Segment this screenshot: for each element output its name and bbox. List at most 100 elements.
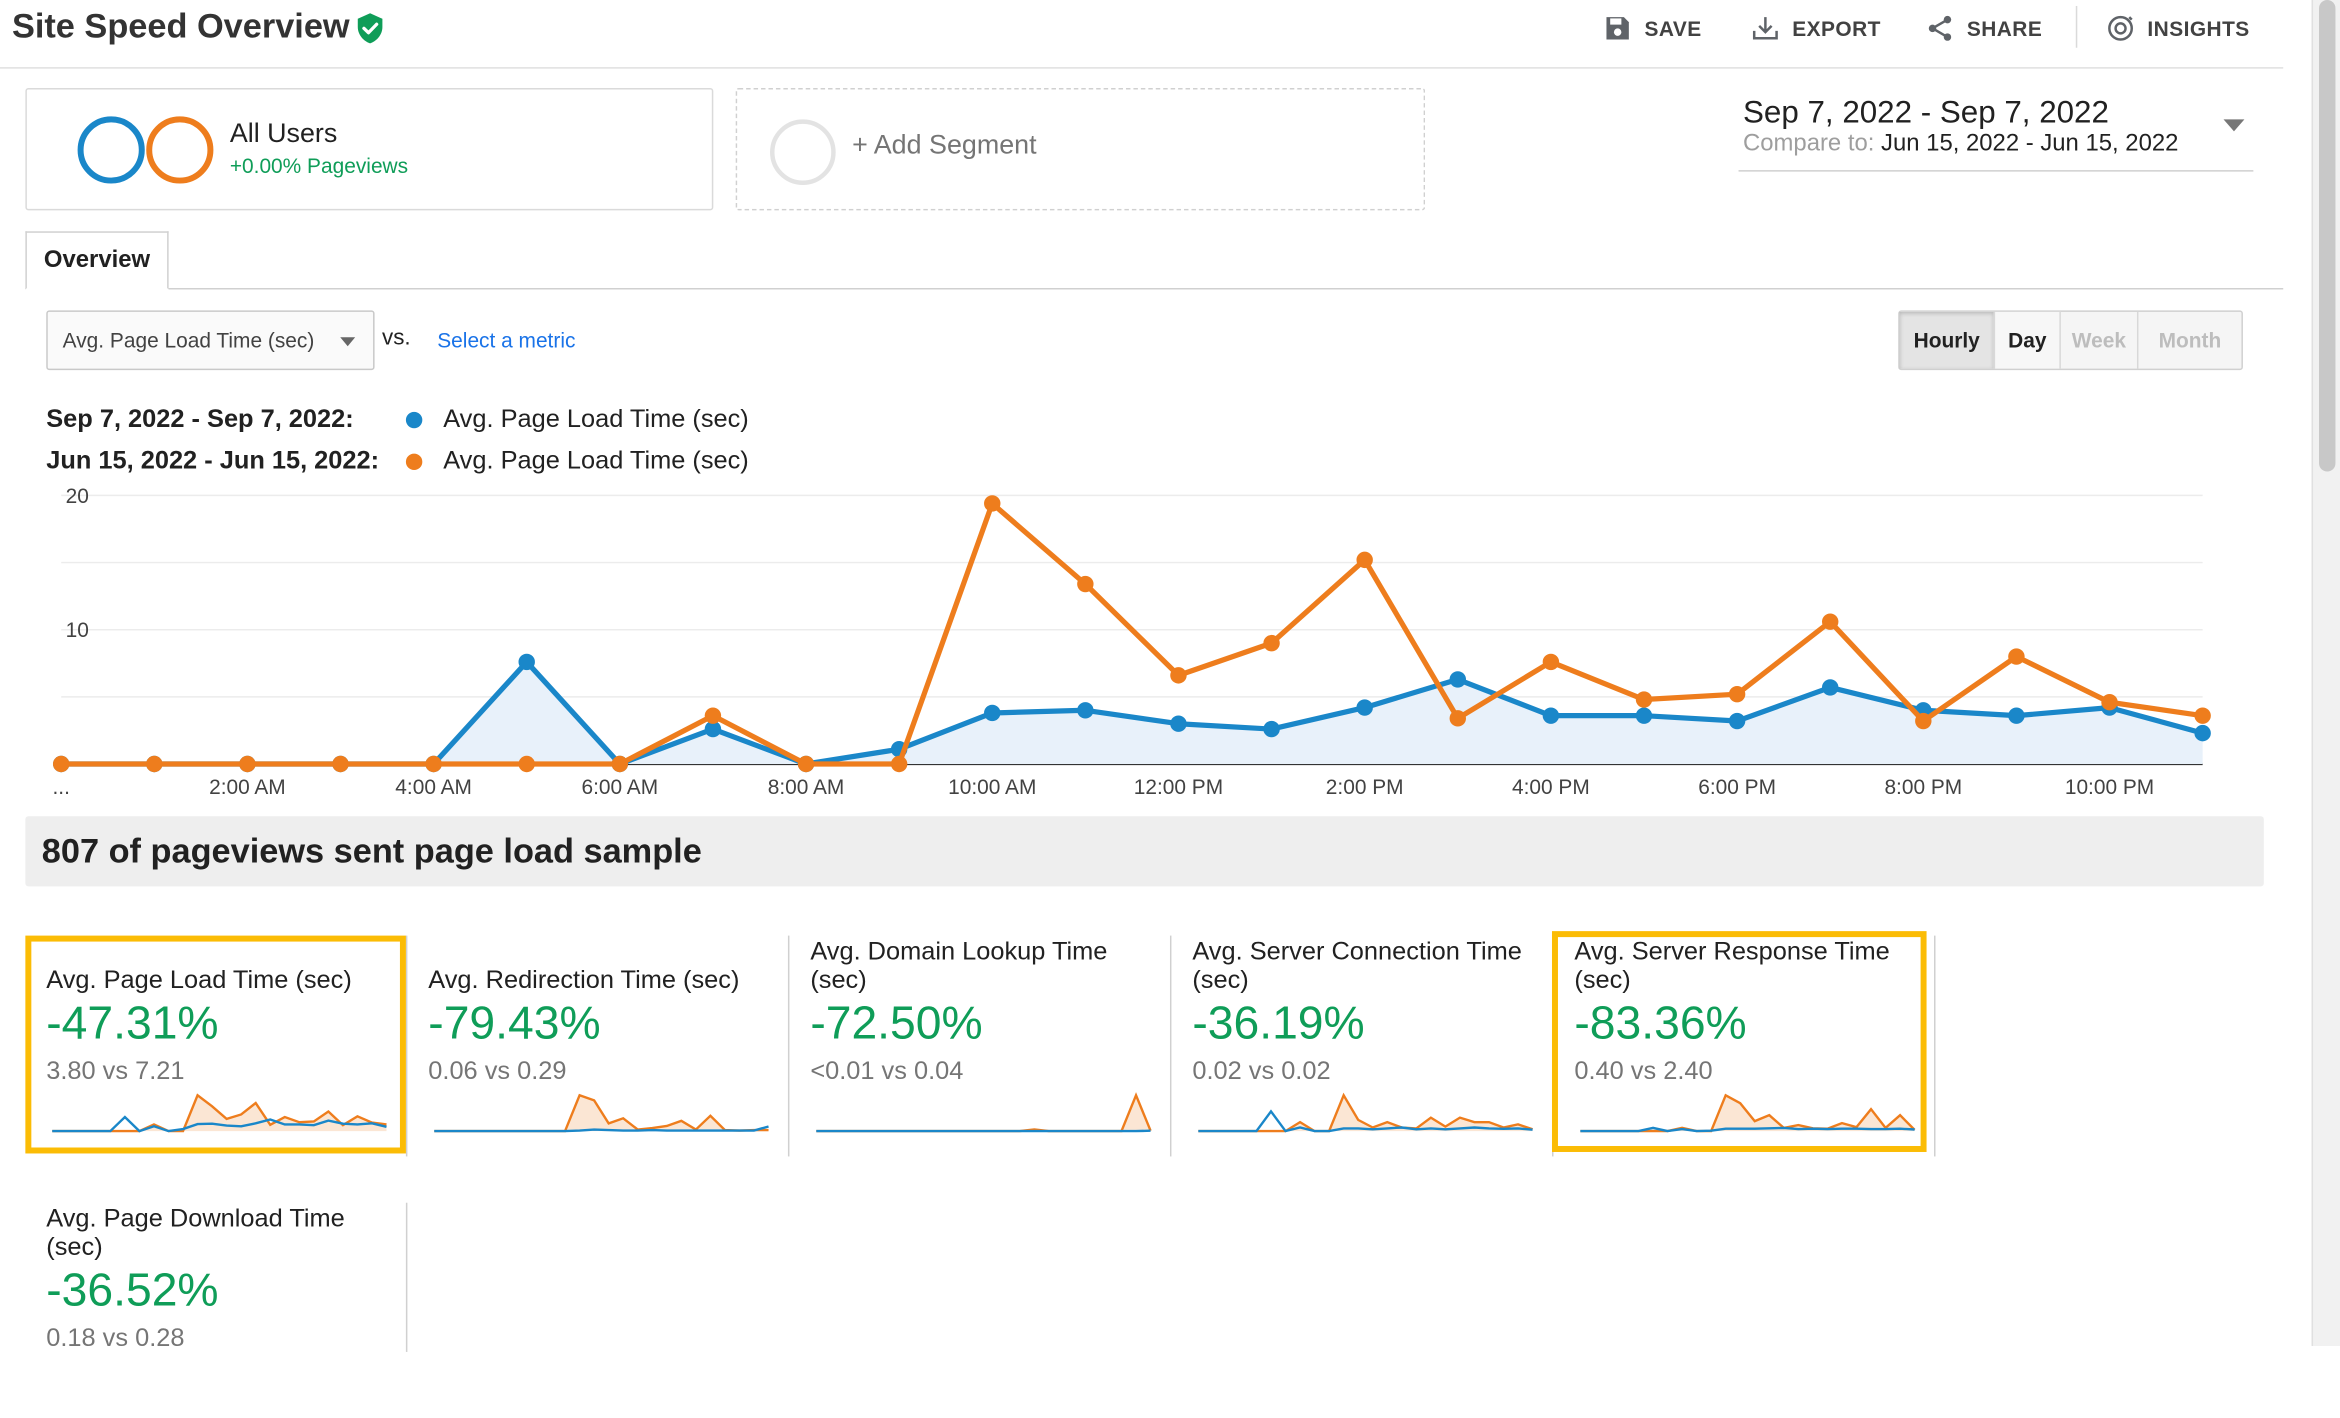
compare-data-point[interactable] xyxy=(612,756,628,772)
tile-percent-change: -79.43% xyxy=(428,997,600,1051)
date-range-picker[interactable]: Sep 7, 2022 - Sep 7, 2022 Compare to: Ju… xyxy=(1739,93,2254,172)
tile-divider xyxy=(1934,936,1935,1157)
y-tick-label: 10 xyxy=(66,619,89,642)
chevron-down-icon xyxy=(2224,119,2245,131)
tile-title: Avg. Page Download Time (sec) xyxy=(46,1204,397,1261)
insights-button[interactable]: INSIGHTS xyxy=(2106,9,2250,48)
granularity-week[interactable]: Week xyxy=(2061,312,2139,369)
granularity-month[interactable]: Month xyxy=(2138,312,2241,369)
empty-segment-circle-icon xyxy=(770,119,836,185)
segment-orange-circle-icon xyxy=(146,116,213,183)
current-data-point[interactable] xyxy=(1356,699,1372,715)
granularity-day[interactable]: Day xyxy=(1995,312,2061,369)
tile-sparkline xyxy=(813,1091,1153,1136)
export-button[interactable]: EXPORT xyxy=(1750,9,1880,48)
compare-data-point[interactable] xyxy=(2194,707,2210,723)
x-tick-label: 4:00 AM xyxy=(395,776,472,799)
tile-highlight-frame xyxy=(1552,931,1927,1152)
compare-data-point[interactable] xyxy=(798,756,814,772)
share-button[interactable]: SHARE xyxy=(1925,9,2042,48)
legend-series-current: Avg. Page Load Time (sec) xyxy=(443,404,749,434)
legend-range-compare: Jun 15, 2022 - Jun 15, 2022: xyxy=(46,446,406,476)
current-data-point[interactable] xyxy=(1170,716,1186,732)
tab-bar-divider xyxy=(25,288,2283,289)
compare-data-point[interactable] xyxy=(1263,635,1279,651)
dropdown-caret-icon xyxy=(340,337,355,346)
compare-range: Jun 15, 2022 - Jun 15, 2022 xyxy=(1881,131,2178,156)
x-tick-label: 2:00 PM xyxy=(1326,776,1404,799)
segment-all-users[interactable]: All Users +0.00% Pageviews xyxy=(25,88,713,210)
compare-data-point[interactable] xyxy=(1543,654,1559,670)
legend-dot-icon xyxy=(406,411,422,427)
tile-title: Avg. Redirection Time (sec) xyxy=(428,965,779,993)
current-data-point[interactable] xyxy=(1636,707,1652,723)
current-data-point[interactable] xyxy=(1263,721,1279,737)
current-data-point[interactable] xyxy=(2194,725,2210,741)
metric-select[interactable]: Avg. Page Load Time (sec) xyxy=(46,310,374,370)
page-title: Site Speed Overview xyxy=(12,6,350,46)
compare-data-point[interactable] xyxy=(519,756,535,772)
tab-overview[interactable]: Overview xyxy=(25,231,168,289)
current-data-point[interactable] xyxy=(1543,707,1559,723)
current-data-point[interactable] xyxy=(1077,702,1093,718)
sparkline-compare-area xyxy=(816,1095,1150,1131)
compare-data-point[interactable] xyxy=(705,707,721,723)
compare-data-point[interactable] xyxy=(1450,710,1466,726)
current-data-point[interactable] xyxy=(984,705,1000,721)
compare-to-label: Compare to: xyxy=(1743,131,1874,156)
scrollbar-thumb[interactable] xyxy=(2319,0,2335,472)
legend-dot-icon xyxy=(406,453,422,469)
sparkline-compare-area xyxy=(1198,1095,1532,1131)
add-segment-label: + Add Segment xyxy=(852,130,1036,161)
tile-percent-change: -36.19% xyxy=(1192,997,1364,1051)
x-tick-label: 12:00 PM xyxy=(1134,776,1223,799)
tile-title: Avg. Domain Lookup Time (sec) xyxy=(810,937,1161,994)
compare-data-point[interactable] xyxy=(53,756,69,772)
metric-tile[interactable]: Avg. Server Connection Time (sec)-36.19%… xyxy=(1171,930,1553,1151)
legend-range-current: Sep 7, 2022 - Sep 7, 2022: xyxy=(46,404,406,434)
compare-data-point[interactable] xyxy=(2101,694,2117,710)
compare-data-point[interactable] xyxy=(425,756,441,772)
export-label: EXPORT xyxy=(1792,16,1881,40)
current-data-point[interactable] xyxy=(1450,671,1466,687)
current-data-point[interactable] xyxy=(519,654,535,670)
metric-tile[interactable]: Avg. Page Download Time (sec)-36.52%0.18… xyxy=(25,1197,407,1418)
compare-data-point[interactable] xyxy=(1822,613,1838,629)
compare-data-point[interactable] xyxy=(984,495,1000,511)
current-data-point[interactable] xyxy=(1729,713,1745,729)
download-icon xyxy=(1750,13,1780,43)
share-icon xyxy=(1925,13,1955,43)
add-segment-button[interactable]: + Add Segment xyxy=(736,88,1425,210)
tile-sparkline xyxy=(1195,1091,1535,1136)
compare-data-point[interactable] xyxy=(2008,648,2024,664)
granularity-hourly[interactable]: Hourly xyxy=(1900,312,1996,369)
compare-data-point[interactable] xyxy=(1356,552,1372,568)
select-metric-link[interactable]: Select a metric xyxy=(437,328,575,352)
segment-name: All Users xyxy=(230,118,337,149)
save-button[interactable]: SAVE xyxy=(1603,9,1702,48)
current-data-point[interactable] xyxy=(1822,679,1838,695)
granularity-toggle: Hourly Day Week Month xyxy=(1898,310,2243,370)
compare-data-point[interactable] xyxy=(332,756,348,772)
sample-summary-text: 807 of pageviews sent page load sample xyxy=(42,831,702,871)
segment-change: +0.00% Pageviews xyxy=(230,154,408,178)
compare-data-point[interactable] xyxy=(1077,576,1093,592)
metric-tile[interactable]: Avg. Redirection Time (sec)-79.43%0.06 v… xyxy=(407,930,789,1151)
compare-data-point[interactable] xyxy=(1729,686,1745,702)
vertical-scrollbar[interactable] xyxy=(2312,0,2340,1346)
compare-data-point[interactable] xyxy=(239,756,255,772)
legend-row-compare: Jun 15, 2022 - Jun 15, 2022: Avg. Page L… xyxy=(46,446,749,476)
compare-data-point[interactable] xyxy=(1170,667,1186,683)
legend-row-current: Sep 7, 2022 - Sep 7, 2022: Avg. Page Loa… xyxy=(46,404,749,434)
metric-tile[interactable]: Avg. Domain Lookup Time (sec)-72.50%<0.0… xyxy=(789,930,1171,1151)
compare-data-point[interactable] xyxy=(1915,713,1931,729)
compare-data-point[interactable] xyxy=(1636,691,1652,707)
y-tick-label: 20 xyxy=(66,485,89,508)
x-tick-label: 8:00 PM xyxy=(1884,776,1962,799)
compare-data-point[interactable] xyxy=(146,756,162,772)
shield-check-icon xyxy=(354,12,387,45)
tile-percent-change: -72.50% xyxy=(810,997,982,1051)
current-data-point[interactable] xyxy=(2008,707,2024,723)
tile-comparison-values: 0.02 vs 0.02 xyxy=(1192,1056,1330,1086)
compare-data-point[interactable] xyxy=(891,756,907,772)
